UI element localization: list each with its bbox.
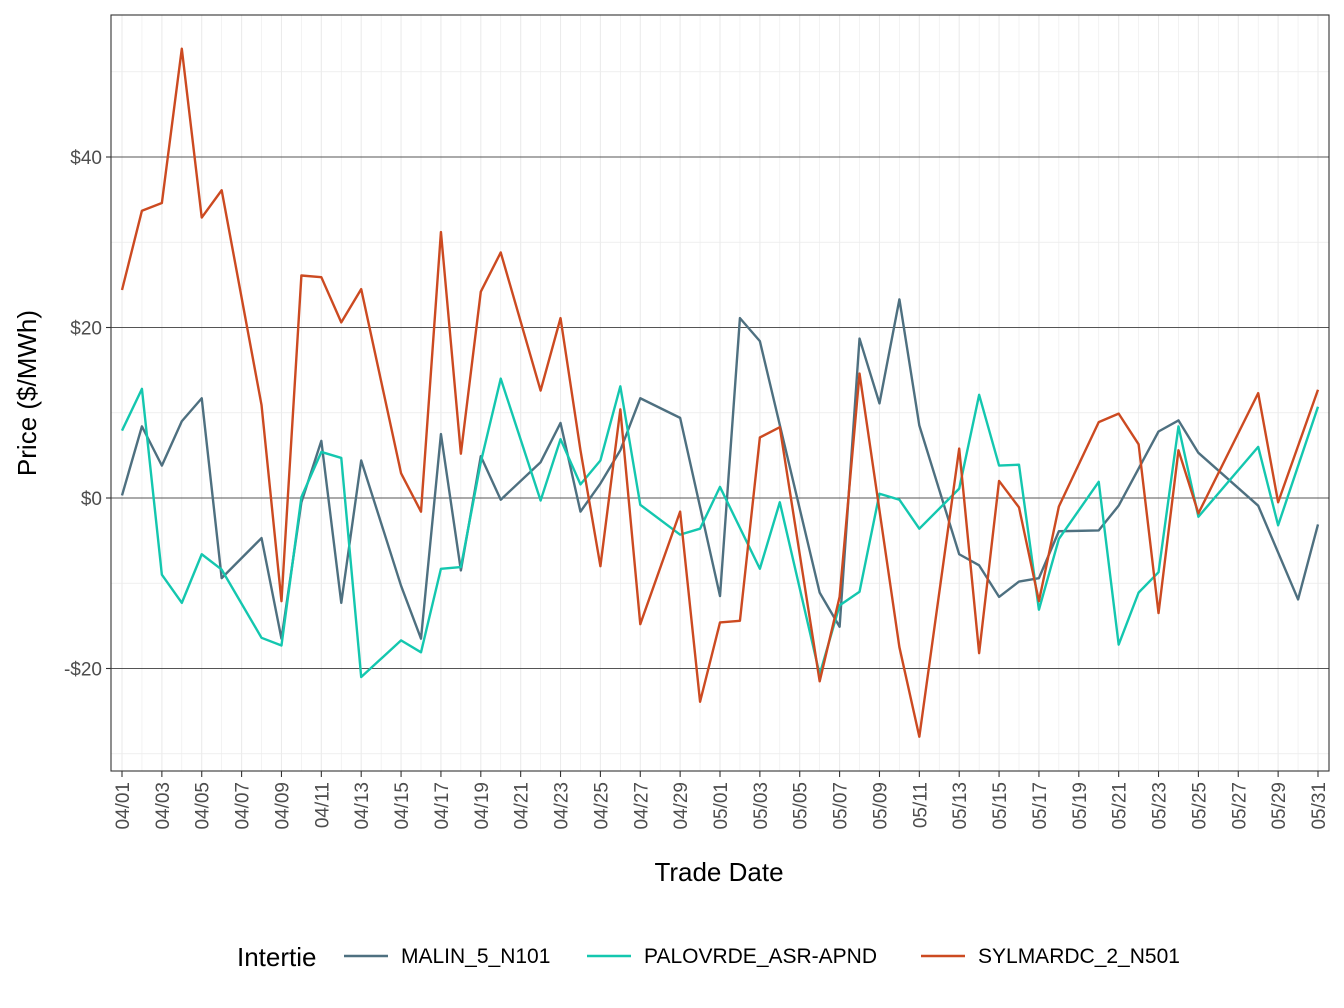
major-gridlines: [111, 156, 1329, 669]
x-tick-label: 04/03: [153, 782, 174, 830]
legend-items: MALIN_5_N101 PALOVRDE_ASR-APND SYLMARDC_2_…: [344, 945, 1180, 968]
x-tick-label: 04/17: [432, 782, 453, 830]
x-tick-label: 05/27: [1229, 782, 1250, 830]
legend-label: MALIN_5_N101: [401, 945, 550, 968]
minor-gridlines: [111, 15, 1329, 771]
x-tick-label: 04/13: [352, 782, 373, 830]
y-tick-label: $0: [81, 489, 102, 510]
x-tick-label: 05/11: [910, 782, 931, 828]
legend-item: PALOVRDE_ASR-APND: [587, 945, 877, 968]
x-tick-label: 04/07: [233, 782, 254, 830]
legend: Intertie MALIN_5_N101 PALOVRDE_ASR-APND SY…: [237, 942, 1180, 972]
x-tick-label: 05/31: [1309, 782, 1330, 830]
x-tick-label: 05/15: [990, 782, 1011, 830]
x-axis-ticks: 04/01 04/03 04/05 04/07 04/09 04/11 04/13 04/15…: [113, 771, 1330, 830]
x-tick-label: 05/17: [1030, 782, 1051, 830]
legend-label: PALOVRDE_ASR-APND: [644, 945, 877, 968]
x-tick-label: 04/01: [113, 782, 134, 830]
legend-label: SYLMARDC_2_N501: [978, 945, 1180, 968]
x-tick-label: 05/25: [1189, 782, 1210, 830]
series-line-sylmardc-2-n501: [120, 47, 1320, 738]
x-tick-label: 05/01: [711, 782, 732, 830]
x-tick-label: 05/05: [791, 782, 812, 830]
x-axis-title: Trade Date: [654, 857, 783, 887]
y-tick-label: $20: [70, 319, 102, 340]
x-tick-label: 05/19: [1070, 782, 1091, 830]
x-tick-label: 04/27: [631, 782, 652, 830]
x-tick-label: 05/21: [1110, 782, 1131, 830]
y-tick-label: -$20: [64, 660, 102, 681]
series-line-palovrde-asr-apnd: [120, 377, 1320, 679]
x-tick-label: 04/21: [512, 782, 533, 830]
x-tick-label: 05/23: [1150, 782, 1171, 830]
x-tick-label: 04/29: [671, 782, 692, 830]
x-tick-label: 04/23: [552, 782, 573, 830]
x-tick-label: 04/05: [193, 782, 214, 830]
x-tick-label: 04/19: [472, 782, 493, 830]
series-lines: [120, 47, 1320, 738]
y-tick-label: $40: [70, 148, 102, 169]
x-tick-label: 05/03: [751, 782, 772, 830]
x-tick-label: 04/25: [591, 782, 612, 830]
x-tick-label: 04/09: [272, 782, 293, 830]
x-tick-label: 05/09: [870, 782, 891, 830]
legend-item: SYLMARDC_2_N501: [921, 945, 1180, 968]
x-tick-label: 05/29: [1269, 782, 1290, 830]
y-axis-ticks: -$20 $0 $20 $40: [64, 148, 111, 681]
x-tick-label: 05/13: [950, 782, 971, 830]
x-tick-label: 05/07: [831, 782, 852, 830]
legend-title: Intertie: [237, 942, 317, 972]
y-axis-title: Price ($/MWh): [12, 310, 42, 476]
x-tick-label: 04/11: [312, 782, 333, 828]
legend-item: MALIN_5_N101: [344, 945, 550, 968]
x-tick-label: 04/15: [392, 782, 413, 830]
